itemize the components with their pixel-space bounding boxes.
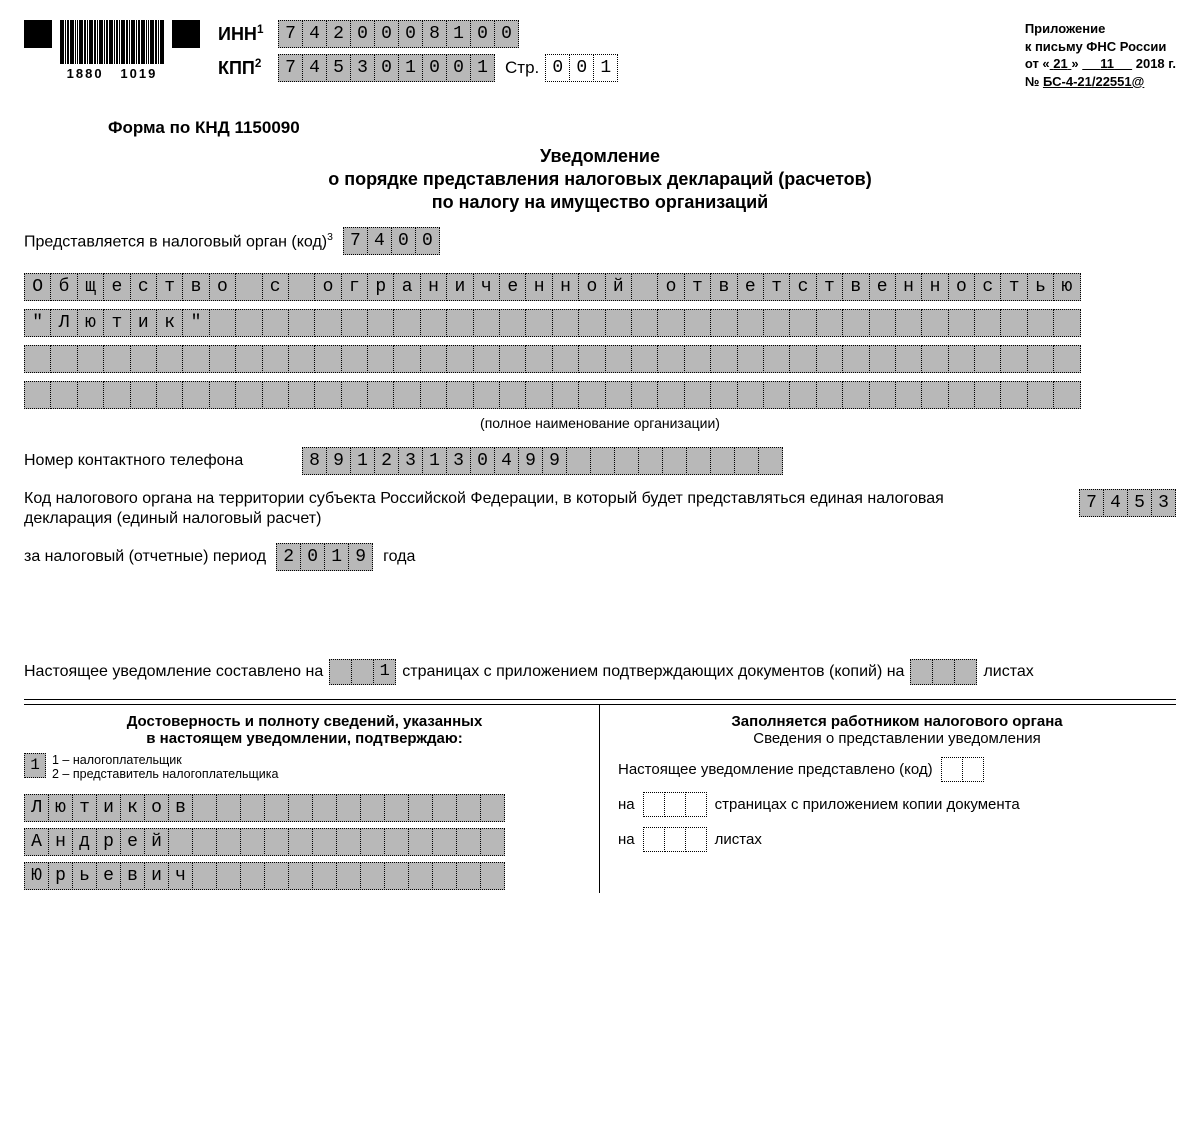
kpp-cells[interactable]: 745301001 xyxy=(278,54,495,82)
dest-code[interactable]: 7453 xyxy=(1079,489,1176,517)
left-h1: Достоверность и полноту сведений, указан… xyxy=(24,713,585,730)
org-name-row-2[interactable] xyxy=(24,345,1081,373)
form-code: Форма по КНД 1150090 xyxy=(108,118,1176,138)
kpp-label: КПП2 xyxy=(218,57,278,79)
right-line3b: листах xyxy=(715,831,762,848)
role-legend: 1 1 – налогоплательщик 2 – представитель… xyxy=(24,753,585,781)
period-row: за налоговый (отчетные) период 2019 года xyxy=(24,543,1176,571)
barcode-num-right: 1019 xyxy=(120,66,157,81)
org-name-row-3[interactable] xyxy=(24,381,1081,409)
org-name-caption: (полное наименование организации) xyxy=(24,415,1176,431)
phone-row: Номер контактного телефона 89123130499 xyxy=(24,447,1176,475)
marker-right xyxy=(172,20,200,48)
right-line2-cells[interactable] xyxy=(643,792,707,817)
composed-pages[interactable]: 1 xyxy=(329,659,396,685)
presented-label: Настоящее уведомление представлено (код) xyxy=(618,761,933,778)
tax-org-row: Представляется в налоговый орган (код)3 … xyxy=(24,227,1176,255)
signer-name: Лютиков Андрей Юрьевич xyxy=(24,791,585,893)
right-line3-cells[interactable] xyxy=(643,827,707,852)
right-line3a: на xyxy=(618,831,635,848)
composed-sheets[interactable] xyxy=(910,659,977,685)
presented-row: Настоящее уведомление представлено (код) xyxy=(618,757,1176,782)
org-name-block: Обществосограниченнойответственностью "Л… xyxy=(24,269,1176,413)
phone-cells[interactable]: 89123130499 xyxy=(302,447,783,475)
right-column: Заполняется работником налогового органа… xyxy=(600,705,1176,893)
left-h2: в настоящем уведомлении, подтверждаю: xyxy=(24,730,585,747)
signer-name-row-2[interactable]: Юрьевич xyxy=(24,862,505,890)
right-h1: Заполняется работником налогового органа xyxy=(618,713,1176,730)
appendix-box: Приложение к письму ФНС России от « 21 »… xyxy=(1025,20,1176,90)
right-line2b: страницах с приложением копии документа xyxy=(715,796,1020,813)
appendix-l2: к письму ФНС России xyxy=(1025,38,1176,56)
page-label: Стр. xyxy=(505,58,539,78)
legend-text: 1 – налогоплательщик 2 – представитель н… xyxy=(52,753,278,781)
tax-org-code[interactable]: 7400 xyxy=(343,227,440,255)
barcode-num-left: 1880 xyxy=(67,66,104,81)
composed-t3: листах xyxy=(983,663,1033,681)
bottom-columns: Достоверность и полноту сведений, указан… xyxy=(24,704,1176,893)
title-line3: по налогу на имущество организаций xyxy=(24,192,1176,213)
org-name-row-0[interactable]: Обществосограниченнойответственностью xyxy=(24,273,1081,301)
header: 1880 1019 ИНН1 7420008100 КПП2 745301001… xyxy=(24,20,1176,90)
appendix-l1: Приложение xyxy=(1025,20,1176,38)
barcode: 1880 1019 xyxy=(60,20,164,81)
tax-org-label: Представляется в налоговый орган (код)3 xyxy=(24,232,333,251)
presented-code[interactable] xyxy=(941,757,984,782)
appendix-date: от « 21 » 11 2018 г. xyxy=(1025,55,1176,73)
marker-left xyxy=(24,20,52,48)
signer-name-row-0[interactable]: Лютиков xyxy=(24,794,505,822)
barcode-bars xyxy=(60,20,164,64)
phone-label: Номер контактного телефона xyxy=(24,452,292,470)
signer-name-row-1[interactable]: Андрей xyxy=(24,828,505,856)
right-line2a: на xyxy=(618,796,635,813)
right-h2: Сведения о представлении уведомления xyxy=(618,730,1176,747)
page-cells[interactable]: 001 xyxy=(545,54,618,82)
dest-row: Код налогового органа на территории субъ… xyxy=(24,489,1176,529)
period-year[interactable]: 2019 xyxy=(276,543,373,571)
right-line2: на страницах с приложением копии докумен… xyxy=(618,792,1176,817)
composed-row: Настоящее уведомление составлено на 1 ст… xyxy=(24,659,1176,685)
composed-t1: Настоящее уведомление составлено на xyxy=(24,663,323,681)
header-fields: ИНН1 7420008100 КПП2 745301001 Стр. 001 xyxy=(218,20,618,88)
left-column: Достоверность и полноту сведений, указан… xyxy=(24,705,600,893)
period-prefix: за налоговый (отчетные) период xyxy=(24,548,266,566)
dest-text: Код налогового органа на территории субъ… xyxy=(24,489,944,529)
period-suffix: года xyxy=(383,548,415,566)
right-line3: на листах xyxy=(618,827,1176,852)
org-name-row-1[interactable]: "Лютик" xyxy=(24,309,1081,337)
title-line1: Уведомление xyxy=(24,146,1176,167)
inn-label: ИНН1 xyxy=(218,23,278,45)
title-line2: о порядке представления налоговых деклар… xyxy=(24,169,1176,190)
separator xyxy=(24,699,1176,700)
role-cell[interactable]: 1 xyxy=(24,753,46,778)
inn-cells[interactable]: 7420008100 xyxy=(278,20,519,48)
composed-t2: страницах с приложением подтверждающих д… xyxy=(402,663,904,681)
appendix-num: № БС-4-21/22551@ xyxy=(1025,73,1176,91)
